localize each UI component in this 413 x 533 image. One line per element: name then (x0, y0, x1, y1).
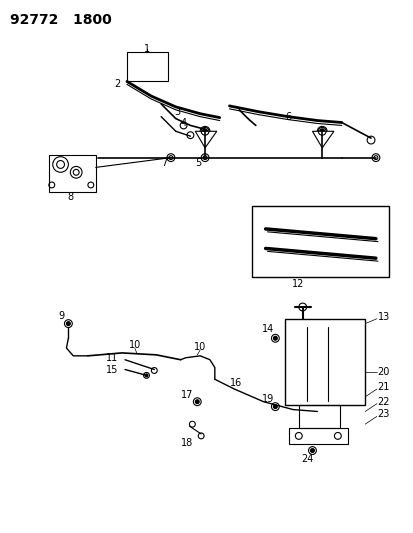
Text: 14: 14 (262, 325, 274, 335)
Text: 23: 23 (377, 409, 389, 419)
Circle shape (66, 321, 70, 326)
Text: 5: 5 (195, 158, 201, 168)
Bar (252, 206, 388, 277)
Text: 9: 9 (58, 311, 64, 321)
Text: 22: 22 (377, 397, 389, 407)
Text: 15: 15 (106, 365, 118, 375)
Text: 10: 10 (128, 340, 140, 350)
Text: 1: 1 (144, 44, 150, 54)
Text: 13: 13 (377, 312, 389, 322)
Text: 20: 20 (377, 367, 389, 377)
Circle shape (310, 449, 313, 453)
Circle shape (273, 336, 277, 340)
Text: 6: 6 (284, 111, 290, 122)
Circle shape (319, 129, 324, 134)
Text: 10: 10 (194, 342, 206, 352)
Bar (288, 428, 347, 443)
Text: 8: 8 (67, 192, 73, 201)
Text: 7: 7 (161, 158, 167, 168)
Text: 92772   1800: 92772 1800 (9, 13, 111, 27)
Bar (49, 155, 95, 192)
Text: 24: 24 (301, 454, 313, 464)
Text: 12: 12 (291, 279, 303, 288)
Circle shape (273, 405, 277, 409)
Text: 17: 17 (181, 390, 193, 400)
Polygon shape (195, 131, 216, 148)
Text: 11: 11 (106, 353, 118, 363)
Text: 4: 4 (180, 118, 186, 128)
Circle shape (145, 374, 147, 377)
Polygon shape (312, 131, 333, 148)
Bar (285, 319, 364, 405)
Text: 19: 19 (262, 394, 274, 404)
Bar (298, 405, 339, 428)
Circle shape (202, 129, 207, 134)
Text: 18: 18 (181, 438, 193, 448)
Text: 21: 21 (377, 382, 389, 392)
Text: 3: 3 (174, 107, 180, 117)
Text: 2: 2 (114, 79, 120, 90)
Circle shape (195, 400, 199, 403)
Bar (127, 52, 168, 82)
Text: 16: 16 (230, 378, 242, 388)
